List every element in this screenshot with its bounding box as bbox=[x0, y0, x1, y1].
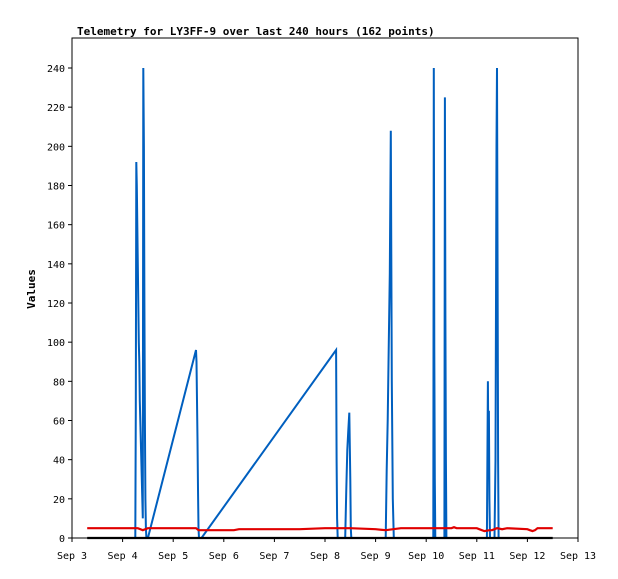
y-tick-label: 120 bbox=[47, 299, 65, 310]
y-tick-label: 0 bbox=[59, 534, 65, 545]
y-tick-label: 40 bbox=[53, 456, 65, 467]
y-tick-label: 80 bbox=[53, 377, 65, 388]
y-tick-label: 220 bbox=[47, 103, 65, 114]
x-tick-label: Sep 6 bbox=[209, 551, 239, 562]
x-tick-label: Sep 5 bbox=[158, 551, 188, 562]
x-tick-label: Sep 7 bbox=[259, 551, 289, 562]
x-tick-label: Sep 10 bbox=[408, 551, 444, 562]
y-tick-label: 140 bbox=[47, 260, 65, 271]
y-tick-label: 200 bbox=[47, 142, 65, 153]
series-line-1 bbox=[134, 67, 500, 539]
plot-frame bbox=[71, 37, 579, 539]
x-tick-label: Sep 3 bbox=[57, 551, 87, 562]
y-tick-label: 180 bbox=[47, 182, 65, 193]
y-tick-label: 20 bbox=[53, 495, 65, 506]
x-axis: Sep 3 Sep 4 Sep 5 Sep 6 Sep 7 Sep 8 Sep 9 Sep 1… bbox=[57, 538, 596, 562]
y-tick-label: 240 bbox=[47, 64, 65, 75]
x-tick-label: Sep 11 bbox=[459, 551, 495, 562]
y-axis-label: Values bbox=[25, 269, 38, 309]
series-line-2 bbox=[87, 526, 553, 533]
x-tick-label: Sep 12 bbox=[509, 551, 545, 562]
y-tick-label: 160 bbox=[47, 221, 65, 232]
chart-title: Telemetry for LY3FF-9 over last 240 hour… bbox=[77, 25, 435, 38]
y-tick-label: 100 bbox=[47, 338, 65, 349]
x-tick-label: Sep 13 bbox=[560, 551, 596, 562]
x-tick-label: Sep 4 bbox=[108, 551, 138, 562]
x-tick-label: Sep 8 bbox=[310, 551, 340, 562]
y-axis: 0 20 40 60 80 100 120 140 160 180 200 220 240 bbox=[47, 64, 72, 545]
series-layer bbox=[87, 67, 553, 540]
y-tick-label: 60 bbox=[53, 417, 65, 428]
x-tick-label: Sep 9 bbox=[361, 551, 391, 562]
